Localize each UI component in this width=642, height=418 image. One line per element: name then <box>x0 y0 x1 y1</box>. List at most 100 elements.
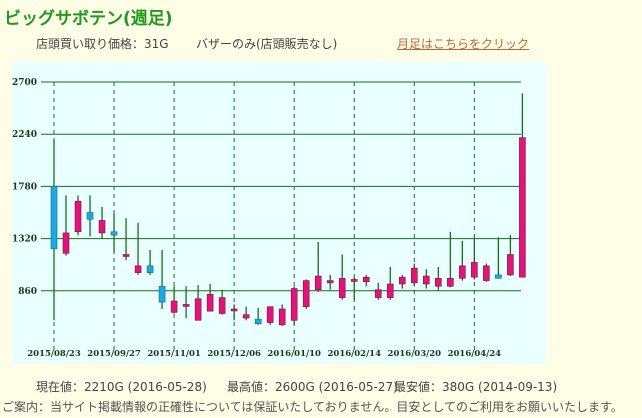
candle <box>74 195 82 236</box>
candle <box>170 286 178 314</box>
low-price: 最安値：380G (2014-09-13) <box>394 380 558 394</box>
candle-body <box>86 212 94 220</box>
candle <box>338 254 346 300</box>
y-tick-label: 2240 <box>12 130 37 140</box>
candle <box>266 306 274 325</box>
candle-body <box>338 278 346 298</box>
candle <box>158 249 166 309</box>
candle-body <box>410 267 418 284</box>
candle <box>374 282 382 300</box>
candle-body <box>50 186 58 250</box>
candle <box>98 206 106 239</box>
candle <box>290 286 298 325</box>
candle <box>182 286 190 319</box>
y-tick-label: 1780 <box>12 182 37 192</box>
candle <box>519 93 526 278</box>
candle <box>495 237 502 279</box>
candle <box>230 304 238 321</box>
candle-body <box>254 318 262 325</box>
candle <box>471 237 478 280</box>
high-price: 最高値：2600G (2016-05-27) <box>227 380 398 394</box>
monthly-chart-link[interactable]: 月足はこちらをクリック <box>397 37 530 51</box>
candle-body <box>266 306 274 323</box>
y-tick-label: 1320 <box>12 235 37 245</box>
candle-body <box>62 232 70 254</box>
x-tick-label: 2015/11/01 <box>147 349 201 359</box>
candle-body <box>230 308 238 312</box>
candle-body <box>483 265 490 281</box>
candle-body <box>495 274 502 279</box>
candle <box>314 242 322 292</box>
candle <box>86 195 94 237</box>
candle <box>122 218 130 261</box>
candle-body <box>302 280 310 307</box>
candle <box>326 274 334 290</box>
candle <box>435 266 442 291</box>
disclaimer-notice: ご案内：当サイト掲載情報の正確性については保証いたしておりません。目安としてのご… <box>2 400 623 414</box>
current-price: 現在値：2210G (2016-05-28) <box>36 380 207 394</box>
x-tick-label: 2015/09/27 <box>87 349 141 359</box>
candle <box>507 235 514 277</box>
candle-body <box>507 254 514 276</box>
candle-body <box>98 220 106 234</box>
x-tick-label: 2016/04/24 <box>448 349 502 359</box>
candle <box>218 289 226 315</box>
candle <box>278 304 286 326</box>
candle-body <box>326 280 334 284</box>
y-tick-label: 860 <box>18 287 37 297</box>
candle-body <box>350 279 358 282</box>
candle-body <box>519 137 526 278</box>
candle-body <box>206 293 214 312</box>
candle <box>483 263 490 282</box>
candle-body <box>374 289 382 298</box>
candle-body <box>471 262 478 278</box>
candle <box>134 222 142 275</box>
candle <box>362 274 370 287</box>
bazaar-note: バザーのみ(店頭販売なし) <box>196 37 338 51</box>
x-tick-label: 2016/02/14 <box>327 349 381 359</box>
x-tick-label: 2016/03/20 <box>388 349 442 359</box>
candle-body <box>314 275 322 290</box>
candle <box>410 263 418 287</box>
x-tick-label: 2016/01/10 <box>267 349 321 359</box>
candle-body <box>459 265 466 279</box>
chart-area: 860 1320 1780 2240 2700 2015/08/23 2015/09/27… <box>12 62 546 364</box>
candle <box>398 274 406 289</box>
candlestick-chart: 860 1320 1780 2240 2700 2015/08/23 2015/09/27… <box>12 78 526 359</box>
candle <box>254 307 262 325</box>
candle-body <box>290 288 298 321</box>
x-tick-label: 2015/12/06 <box>207 349 261 359</box>
candle-body <box>146 265 154 273</box>
candle <box>386 266 394 300</box>
candle-body <box>74 200 82 233</box>
candle-body <box>110 231 118 236</box>
candle-body <box>278 308 286 326</box>
candle <box>423 269 430 289</box>
candle <box>62 195 70 256</box>
page-title: ビッグサボテン(週足) <box>4 9 173 29</box>
candle <box>206 283 214 312</box>
candle-body <box>435 278 442 287</box>
buy-price: 店頭買い取り価格：31G <box>36 37 169 51</box>
candle-body <box>182 304 190 307</box>
candle <box>459 240 466 281</box>
candle-body <box>194 298 202 321</box>
x-tick-label: 2015/08/23 <box>27 349 81 359</box>
candle-body <box>158 285 166 303</box>
candle <box>50 139 58 321</box>
candle <box>447 231 454 288</box>
candle-body <box>242 314 250 319</box>
candle <box>302 279 310 309</box>
candle <box>110 213 118 253</box>
candle-body <box>122 254 130 257</box>
y-tick-label: 2700 <box>12 78 37 88</box>
candle-body <box>398 276 406 285</box>
candle <box>194 285 202 321</box>
candle <box>146 249 154 275</box>
candle <box>242 306 250 321</box>
candle-body <box>423 275 430 285</box>
candle-body <box>218 297 226 314</box>
candle-body <box>134 265 142 273</box>
candle-body <box>386 283 394 298</box>
candle-body <box>447 278 454 287</box>
